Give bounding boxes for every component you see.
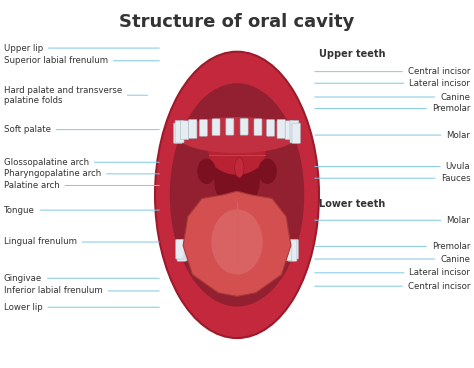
FancyBboxPatch shape (265, 246, 273, 262)
FancyBboxPatch shape (212, 119, 220, 135)
Text: Central incisor: Central incisor (315, 67, 470, 76)
Text: Structure of oral cavity: Structure of oral cavity (119, 13, 355, 31)
Text: Gingivae: Gingivae (4, 274, 159, 283)
FancyBboxPatch shape (190, 244, 199, 262)
FancyBboxPatch shape (176, 240, 184, 259)
Ellipse shape (176, 117, 298, 153)
Text: Premolar: Premolar (315, 104, 470, 113)
Ellipse shape (209, 128, 265, 175)
Text: Central incisor: Central incisor (315, 282, 470, 291)
FancyBboxPatch shape (226, 118, 234, 135)
Ellipse shape (155, 52, 319, 338)
FancyBboxPatch shape (277, 120, 285, 138)
FancyBboxPatch shape (290, 240, 298, 259)
Text: Fauces: Fauces (315, 174, 470, 183)
Ellipse shape (170, 83, 304, 307)
FancyBboxPatch shape (213, 246, 221, 262)
Text: Molar: Molar (315, 131, 470, 139)
FancyBboxPatch shape (285, 121, 293, 139)
FancyBboxPatch shape (292, 123, 301, 144)
FancyBboxPatch shape (200, 120, 208, 136)
Text: Canine: Canine (315, 92, 470, 102)
FancyBboxPatch shape (175, 120, 184, 143)
Ellipse shape (197, 159, 216, 184)
Text: Pharyngopalatine arch: Pharyngopalatine arch (4, 169, 159, 178)
Text: Hard palate and transverse
palatine folds: Hard palate and transverse palatine fold… (4, 85, 147, 105)
FancyBboxPatch shape (177, 240, 186, 261)
FancyBboxPatch shape (253, 246, 261, 262)
Text: Premolar: Premolar (315, 242, 470, 251)
FancyBboxPatch shape (254, 119, 262, 135)
Ellipse shape (176, 231, 298, 264)
FancyBboxPatch shape (283, 243, 292, 261)
Text: Molar: Molar (315, 216, 470, 225)
Text: Inferior labial frenulum: Inferior labial frenulum (4, 286, 159, 296)
Ellipse shape (214, 151, 260, 209)
Text: Lateral incisor: Lateral incisor (315, 268, 470, 277)
FancyBboxPatch shape (226, 247, 234, 263)
Ellipse shape (235, 158, 244, 178)
FancyBboxPatch shape (290, 120, 299, 143)
Text: Canine: Canine (315, 255, 470, 263)
Text: Palatine arch: Palatine arch (4, 181, 159, 190)
Text: Lower teeth: Lower teeth (319, 199, 385, 209)
Polygon shape (183, 191, 291, 296)
FancyBboxPatch shape (288, 240, 297, 261)
Text: Lingual frenulum: Lingual frenulum (4, 237, 159, 247)
Text: Lower lip: Lower lip (4, 303, 159, 312)
Text: Upper teeth: Upper teeth (319, 49, 385, 59)
FancyBboxPatch shape (182, 243, 191, 261)
Ellipse shape (258, 159, 277, 184)
FancyBboxPatch shape (240, 247, 248, 263)
FancyBboxPatch shape (181, 121, 189, 139)
Text: Glossopalatine arch: Glossopalatine arch (4, 158, 159, 167)
FancyBboxPatch shape (275, 244, 284, 262)
Text: Soft palate: Soft palate (4, 125, 159, 134)
FancyBboxPatch shape (201, 246, 209, 262)
FancyBboxPatch shape (240, 118, 248, 135)
FancyBboxPatch shape (189, 120, 197, 138)
Text: Upper lip: Upper lip (4, 43, 159, 53)
Text: Uvula: Uvula (315, 162, 470, 171)
FancyBboxPatch shape (266, 120, 274, 136)
Ellipse shape (211, 209, 263, 275)
Text: Lateral incisor: Lateral incisor (315, 79, 470, 88)
Text: Tongue: Tongue (4, 206, 159, 215)
Text: Superior labial frenulum: Superior labial frenulum (4, 56, 159, 65)
FancyBboxPatch shape (173, 123, 182, 144)
